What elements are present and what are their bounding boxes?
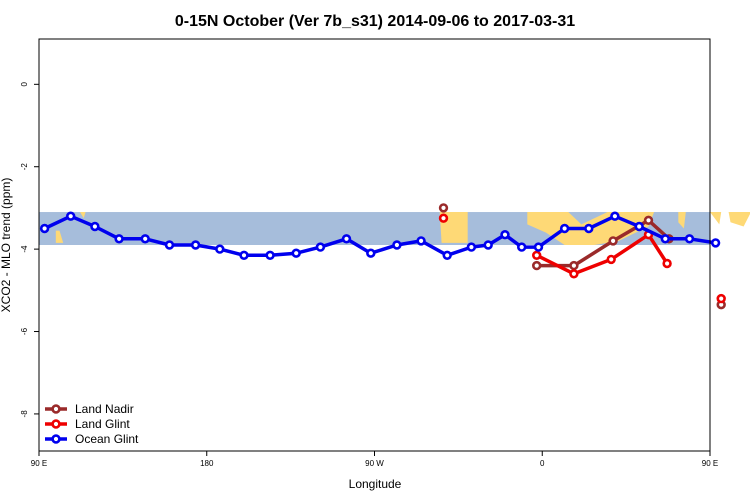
land-glint-point <box>438 213 449 223</box>
y-axis-label: XCO2 - MLO trend (ppm) <box>0 178 13 313</box>
land-mass <box>710 212 722 225</box>
legend-label: Ocean Glint <box>75 432 139 446</box>
land-glint-point <box>569 269 579 279</box>
ocean-glint-point <box>442 250 452 261</box>
land-nadir-point <box>438 203 449 213</box>
legend-item-land-nadir: Land Nadir <box>45 402 134 416</box>
x-tick-label: 90 E <box>702 459 718 468</box>
y-tick-label: -8 <box>20 410 29 418</box>
ocean-glint-point <box>90 221 100 232</box>
y-tick-label: -4 <box>20 245 29 253</box>
land-nadir-point <box>608 236 618 246</box>
ocean-glint-point <box>634 221 644 232</box>
ocean-glint-point <box>500 230 510 240</box>
land-mass <box>80 212 86 219</box>
land-glint-point <box>606 254 616 265</box>
ocean-glint-point <box>114 234 124 244</box>
ocean-glint-point <box>710 238 721 248</box>
land-glint-point <box>531 250 542 261</box>
ocean-glint-point <box>341 234 352 244</box>
x-tick-label: 0 <box>540 459 545 468</box>
legend-item-land-glint: Land Glint <box>45 417 130 431</box>
land-nadir-point <box>531 260 542 271</box>
series-ocean-glint <box>39 211 721 261</box>
legend-marker <box>51 434 61 444</box>
ocean-glint-point <box>533 242 544 252</box>
ocean-glint-point <box>291 248 301 258</box>
x-tick-label: 90 W <box>365 459 384 468</box>
ocean-glint-point <box>516 242 527 252</box>
legend-marker <box>51 419 61 429</box>
ocean-glint-point <box>660 234 670 244</box>
ocean-glint-point <box>140 234 150 244</box>
series-layer <box>39 203 726 310</box>
y-tick-label: 0 <box>20 82 29 87</box>
land-mass <box>728 212 750 227</box>
ocean-glint-point <box>190 240 201 250</box>
ocean-glint-point <box>366 248 376 258</box>
land-nadir-point <box>569 260 579 271</box>
land-nadir-point <box>643 215 654 226</box>
land-mass <box>678 212 686 229</box>
ocean-glint-point <box>164 240 175 250</box>
ocean-glint-point <box>483 240 493 250</box>
land-glint-point <box>662 258 672 269</box>
ocean-glint-point <box>215 244 225 254</box>
ocean-glint-point <box>39 223 50 234</box>
ocean-glint-point <box>584 223 594 234</box>
ocean-glint-point <box>65 211 76 221</box>
ocean-glint-point <box>684 234 695 244</box>
y-axis: 0 -2 -4 -6 -8 <box>20 82 39 418</box>
x-axis-label: Longitude <box>349 477 402 491</box>
chart-title: 0-15N October (Ver 7b_s31) 2014-09-06 to… <box>175 13 575 30</box>
land-glint-point <box>716 293 726 304</box>
legend-label: Land Nadir <box>75 402 134 416</box>
legend-item-ocean-glint: Ocean Glint <box>45 432 139 446</box>
y-tick-label: -6 <box>20 327 29 335</box>
ocean-glint-point <box>610 211 620 221</box>
ocean-glint-point <box>466 242 477 252</box>
ocean-glint-point <box>416 236 426 246</box>
ocean-glint-point <box>559 223 570 234</box>
ocean-glint-point <box>239 250 249 261</box>
land-mass <box>55 230 64 243</box>
x-tick-label: 180 <box>200 459 214 468</box>
x-tick-label: 90 E <box>31 459 47 468</box>
legend-label: Land Glint <box>75 417 130 431</box>
series-land-glint <box>438 213 726 304</box>
ocean-glint-point <box>315 242 326 252</box>
ocean-glint-point <box>265 250 275 261</box>
legend-marker <box>51 404 61 414</box>
x-axis: 90 E 180 90 W 0 90 E <box>31 451 718 468</box>
ocean-glint-point <box>392 240 402 250</box>
y-tick-label: -2 <box>20 163 29 171</box>
